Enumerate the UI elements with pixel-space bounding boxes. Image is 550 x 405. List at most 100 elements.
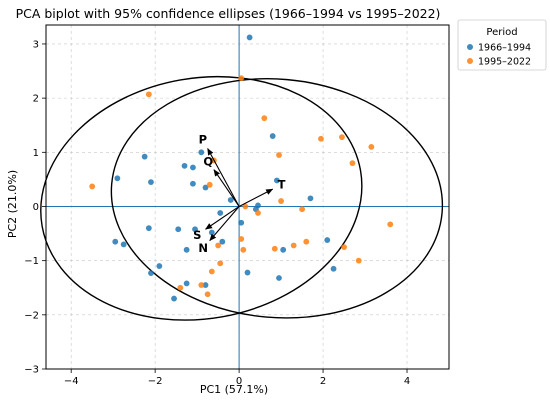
data-point-series-1 bbox=[148, 179, 154, 186]
scatter-points bbox=[89, 34, 394, 302]
data-point-series-2 bbox=[339, 134, 345, 141]
data-point-series-1 bbox=[145, 225, 152, 232]
chart-title: PCA biplot with 95% confidence ellipses … bbox=[16, 6, 441, 21]
y-tick-label: 1 bbox=[33, 148, 39, 159]
data-point-series-2 bbox=[217, 260, 224, 267]
data-point-series-2 bbox=[303, 238, 310, 245]
grid bbox=[46, 25, 449, 370]
data-point-series-2 bbox=[271, 245, 278, 252]
x-tick-label: 4 bbox=[404, 376, 410, 387]
legend-box bbox=[457, 19, 547, 71]
data-point-series-1 bbox=[183, 280, 190, 287]
data-point-series-2 bbox=[276, 152, 282, 158]
data-point-series-1 bbox=[280, 246, 287, 253]
data-point-series-2 bbox=[349, 160, 356, 167]
loading-label-Q: Q bbox=[203, 154, 213, 168]
legend-title: Period bbox=[486, 27, 517, 38]
data-point-series-1 bbox=[175, 226, 182, 233]
loading-vectors: PQ T SN bbox=[193, 133, 286, 255]
data-point-series-1 bbox=[190, 180, 196, 187]
data-point-series-2 bbox=[198, 282, 205, 288]
legend-marker-series-1 bbox=[467, 44, 473, 50]
loading-arrow-N bbox=[209, 206, 240, 241]
loading-label-S: S bbox=[193, 228, 201, 242]
data-point-series-2 bbox=[341, 244, 347, 251]
y-tick-label: 3 bbox=[33, 39, 39, 50]
loading-label-P: P bbox=[199, 133, 207, 147]
axis-ticks: −4 −2 0 2 4 −3 −2 −1 0 1 2 3 bbox=[24, 39, 410, 387]
data-point-series-2 bbox=[299, 206, 305, 213]
data-point-series-2 bbox=[278, 198, 284, 204]
data-point-series-1 bbox=[148, 270, 154, 277]
data-point-series-1 bbox=[202, 184, 209, 191]
data-point-series-1 bbox=[276, 275, 282, 281]
y-tick-label: 0 bbox=[33, 202, 39, 213]
loading-arrow-T bbox=[238, 188, 274, 207]
data-point-series-2 bbox=[242, 203, 249, 210]
data-point-series-1 bbox=[183, 246, 190, 253]
data-point-series-1 bbox=[307, 195, 314, 202]
data-point-series-2 bbox=[238, 75, 245, 81]
data-point-series-2 bbox=[240, 246, 247, 253]
data-point-series-2 bbox=[208, 268, 215, 275]
data-point-series-2 bbox=[89, 183, 96, 190]
x-tick-label: 0 bbox=[236, 376, 242, 387]
x-axis-label: PC1 (57.1%) bbox=[200, 383, 268, 396]
data-point-series-2 bbox=[387, 221, 394, 228]
x-tick-label: 2 bbox=[320, 376, 326, 387]
data-point-series-2 bbox=[290, 242, 297, 249]
y-axis-label: PC2 (21.0%) bbox=[6, 170, 19, 238]
data-point-series-2 bbox=[261, 115, 268, 122]
plot-frame bbox=[45, 24, 450, 370]
data-point-series-1 bbox=[244, 269, 251, 276]
confidence-ellipse-1 bbox=[40, 75, 363, 321]
data-point-series-1 bbox=[181, 162, 188, 169]
data-point-series-1 bbox=[217, 210, 224, 216]
y-tick-label: 2 bbox=[33, 94, 39, 105]
data-point-series-2 bbox=[206, 181, 213, 188]
y-tick-label: −3 bbox=[24, 365, 39, 376]
data-point-series-1 bbox=[246, 34, 253, 41]
data-point-series-1 bbox=[238, 219, 245, 226]
data-point-series-2 bbox=[368, 143, 375, 150]
legend-label-series-2: 1995–2022 bbox=[478, 57, 531, 68]
data-point-series-2 bbox=[318, 135, 324, 142]
data-point-series-2 bbox=[204, 291, 211, 298]
data-point-series-2 bbox=[177, 284, 184, 291]
data-point-series-1 bbox=[208, 229, 215, 236]
legend: Period 1966–1994 1995–2022 bbox=[457, 19, 547, 71]
data-point-series-1 bbox=[114, 175, 121, 182]
data-point-series-1 bbox=[192, 226, 198, 233]
data-point-series-1 bbox=[330, 265, 337, 272]
data-point-series-1 bbox=[141, 153, 148, 160]
x-tick-label: −4 bbox=[64, 376, 79, 387]
data-point-series-2 bbox=[355, 257, 362, 264]
data-point-series-2 bbox=[238, 236, 245, 242]
legend-label-series-1: 1966–1994 bbox=[478, 43, 531, 54]
y-tick-label: −1 bbox=[24, 256, 39, 267]
data-point-series-2 bbox=[255, 210, 261, 216]
data-point-series-1 bbox=[269, 133, 276, 139]
legend-marker-series-2 bbox=[467, 58, 473, 64]
data-point-series-1 bbox=[202, 282, 209, 288]
data-point-series-1 bbox=[190, 164, 196, 171]
data-point-series-1 bbox=[273, 177, 280, 184]
confidence-ellipse-2 bbox=[110, 78, 444, 319]
y-tick-label: −2 bbox=[24, 310, 39, 321]
loading-label-T: T bbox=[278, 178, 286, 192]
data-point-series-1 bbox=[227, 197, 234, 203]
loading-arrow-S bbox=[205, 206, 240, 230]
data-point-series-1 bbox=[324, 237, 331, 243]
reference-lines bbox=[46, 25, 449, 369]
loading-arrow-P bbox=[207, 148, 240, 207]
data-point-series-1 bbox=[171, 295, 177, 302]
data-point-series-1 bbox=[120, 241, 127, 248]
confidence-ellipses bbox=[40, 75, 444, 321]
data-point-series-1 bbox=[156, 263, 163, 269]
data-point-series-1 bbox=[198, 149, 205, 156]
data-point-series-1 bbox=[112, 238, 119, 245]
data-point-series-2 bbox=[145, 91, 152, 98]
data-point-series-1 bbox=[219, 238, 226, 245]
